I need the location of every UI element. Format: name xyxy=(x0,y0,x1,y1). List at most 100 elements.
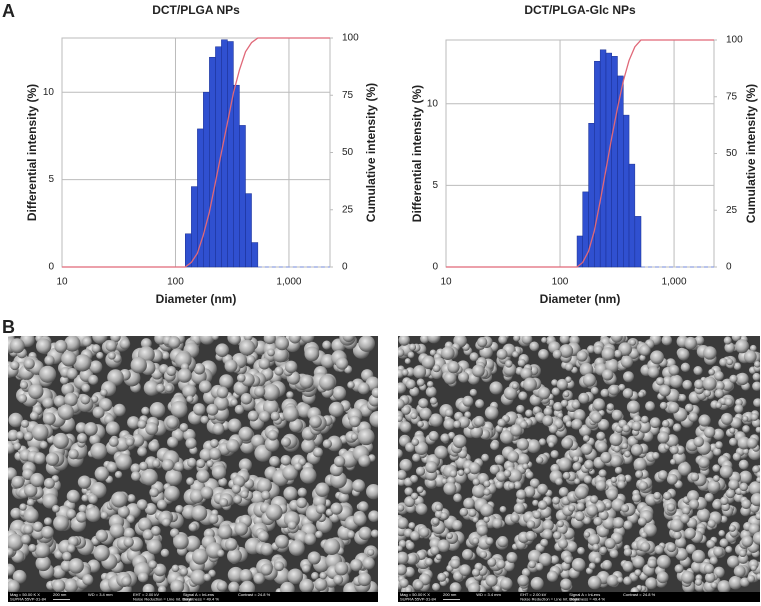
particle xyxy=(661,336,673,346)
particle xyxy=(704,492,714,502)
particle xyxy=(137,517,152,532)
particle xyxy=(508,469,523,483)
particle xyxy=(63,578,79,592)
particle xyxy=(638,481,648,491)
cumulative-line xyxy=(446,39,714,268)
particle xyxy=(149,487,159,498)
particle xyxy=(472,478,480,486)
particle xyxy=(206,403,219,416)
particle xyxy=(407,351,415,359)
particle xyxy=(182,384,197,399)
particle xyxy=(586,345,595,354)
particle xyxy=(532,499,539,507)
particle xyxy=(666,473,678,485)
particle xyxy=(626,400,641,414)
particle xyxy=(352,479,366,493)
particle xyxy=(528,560,536,569)
particle xyxy=(11,475,25,489)
particle xyxy=(299,374,314,389)
particle xyxy=(489,464,500,475)
particle xyxy=(342,336,355,343)
particle xyxy=(639,344,651,356)
particle xyxy=(142,529,154,541)
particle xyxy=(307,551,321,565)
particle xyxy=(432,517,440,525)
particle xyxy=(76,433,88,444)
particle xyxy=(88,494,98,504)
particle xyxy=(12,569,27,584)
y2-tick-label: 0 xyxy=(726,262,732,273)
particles xyxy=(8,336,378,592)
particle xyxy=(68,448,79,460)
particle xyxy=(23,507,39,523)
particle xyxy=(414,580,424,590)
particle xyxy=(613,349,623,358)
particle xyxy=(171,564,180,573)
info-bar xyxy=(398,592,760,602)
particle xyxy=(9,338,25,354)
particle xyxy=(728,479,740,491)
y2-tick-label: 100 xyxy=(342,33,359,44)
particle xyxy=(322,439,332,449)
particle xyxy=(418,398,429,409)
y2-tick-label: 25 xyxy=(726,205,738,216)
info-text: WD = 3.4 mm xyxy=(88,592,113,597)
particle xyxy=(216,386,229,399)
particle xyxy=(557,538,568,549)
particle xyxy=(174,461,185,472)
particle xyxy=(667,402,680,414)
particle xyxy=(404,358,411,365)
particle xyxy=(471,364,485,378)
particle xyxy=(654,545,664,555)
particle xyxy=(714,370,724,381)
particle xyxy=(719,357,728,367)
particle xyxy=(88,374,99,385)
particle xyxy=(165,384,174,393)
particle xyxy=(529,478,540,489)
bar xyxy=(209,56,216,268)
particle xyxy=(555,477,563,486)
particle xyxy=(216,580,228,592)
x-tick-label: 100 xyxy=(167,277,184,288)
particle xyxy=(675,547,688,561)
particle xyxy=(301,438,316,453)
info-text: EHT = 2.00 kV xyxy=(520,592,546,597)
particle xyxy=(236,373,246,383)
particle xyxy=(630,444,643,456)
particle xyxy=(215,343,230,357)
particle xyxy=(726,358,734,366)
particle xyxy=(191,548,209,565)
particle xyxy=(398,545,403,552)
particle xyxy=(267,429,279,441)
particle xyxy=(598,469,607,478)
particle xyxy=(638,420,651,434)
particle xyxy=(173,533,189,550)
particle xyxy=(245,354,256,365)
particle xyxy=(573,409,586,422)
particle xyxy=(108,437,119,447)
particle xyxy=(542,519,554,532)
particle xyxy=(398,504,405,512)
particle xyxy=(511,382,519,390)
particle xyxy=(68,558,84,574)
particle xyxy=(510,513,520,523)
particle xyxy=(398,551,409,565)
particle xyxy=(746,437,758,449)
particle xyxy=(240,392,253,405)
particle xyxy=(434,503,443,512)
y-tick-label: 10 xyxy=(43,87,55,98)
bar xyxy=(605,52,612,268)
particle xyxy=(196,469,210,483)
particle xyxy=(225,439,240,453)
particle xyxy=(148,560,157,569)
particle xyxy=(461,548,474,561)
particle xyxy=(45,452,60,466)
particle xyxy=(537,483,548,495)
particle xyxy=(238,458,252,472)
particle xyxy=(299,578,314,592)
particle xyxy=(484,406,499,420)
particle xyxy=(724,397,733,407)
particle xyxy=(224,359,238,373)
particle xyxy=(685,544,696,555)
particle xyxy=(602,559,613,570)
